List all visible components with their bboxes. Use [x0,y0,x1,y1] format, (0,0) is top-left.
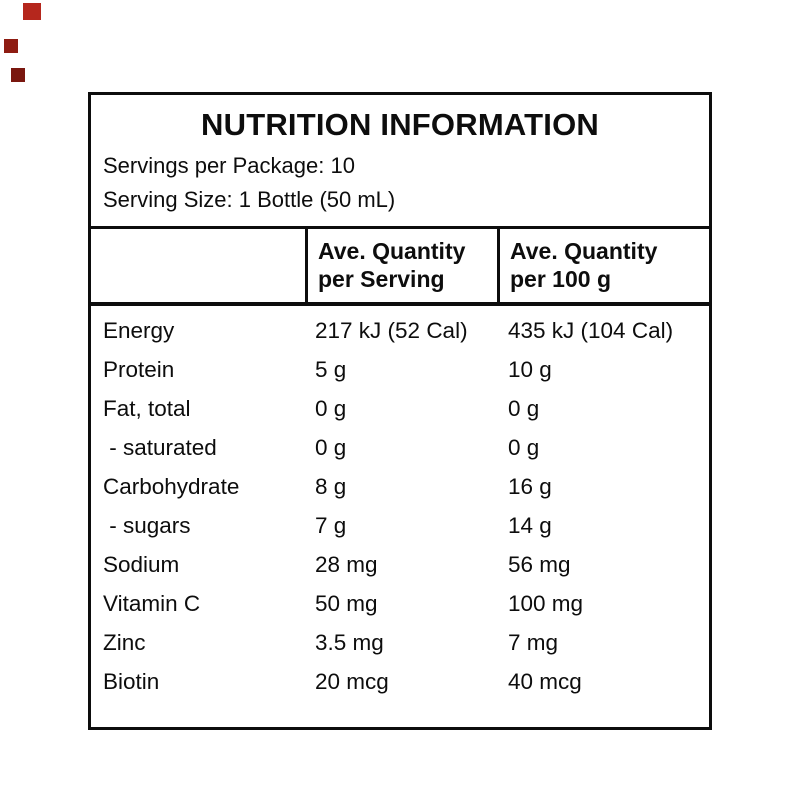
value-per-100g: 7 mg [508,630,559,655]
table-header-row: Ave. Quantity per Serving Ave. Quantity … [91,226,709,306]
column-header-empty [91,229,305,302]
servings-per-package: Servings per Package: 10 [103,153,355,178]
nutrient-name: Protein [103,357,175,382]
red-square-icon [4,39,18,53]
red-square-icon [11,68,25,82]
nutrient-name: Sodium [103,552,180,577]
column-header-line: per 100 g [510,266,611,292]
value-per-100g: 10 g [508,357,552,382]
column-header-line: Ave. Quantity [510,238,658,264]
table-row: Carbohydrate 8 g 16 g [91,467,709,506]
nutrient-name: Energy [103,318,175,343]
serving-size: Serving Size: 1 Bottle (50 mL) [103,187,396,212]
table-row: Protein 5 g 10 g [91,350,709,389]
column-header-per-100g: Ave. Quantity per 100 g [497,229,709,302]
value-per-serving: 0 g [315,435,347,460]
value-per-serving: 8 g [315,474,347,499]
table-row: Sodium 28 mg 56 mg [91,545,709,584]
table-row: Vitamin C 50 mg 100 mg [91,584,709,623]
nutrient-name: Zinc [103,630,146,655]
table-row: Fat, total 0 g 0 g [91,389,709,428]
value-per-100g: 0 g [508,396,540,421]
label-title: NUTRITION INFORMATION [201,107,599,142]
serving-info: Servings per Package: 10 Serving Size: 1… [91,142,709,226]
nutrient-name: - sugars [103,513,191,538]
value-per-100g: 0 g [508,435,540,460]
value-per-100g: 40 mcg [508,669,582,694]
value-per-100g: 16 g [508,474,552,499]
nutrient-name: Carbohydrate [103,474,240,499]
nutrient-name: Fat, total [103,396,191,421]
nutrient-name: Vitamin C [103,591,201,616]
nutrient-name: - saturated [103,435,217,460]
table-row: Energy 217 kJ (52 Cal) 435 kJ (104 Cal) [91,311,709,350]
value-per-serving: 0 g [315,396,347,421]
table-row: Zinc 3.5 mg 7 mg [91,623,709,662]
value-per-serving: 50 mg [315,591,378,616]
value-per-serving: 20 mcg [315,669,389,694]
value-per-serving: 28 mg [315,552,378,577]
value-per-serving: 5 g [315,357,347,382]
value-per-100g: 100 mg [508,591,584,616]
column-header-line: Ave. Quantity [318,238,466,264]
value-per-serving: 3.5 mg [315,630,384,655]
table-row: - saturated 0 g 0 g [91,428,709,467]
value-per-serving: 217 kJ (52 Cal) [315,318,468,343]
value-per-100g: 56 mg [508,552,571,577]
column-header-per-serving: Ave. Quantity per Serving [305,229,497,302]
value-per-100g: 435 kJ (104 Cal) [508,318,674,343]
value-per-serving: 7 g [315,513,347,538]
table-row: Biotin 20 mcg 40 mcg [91,662,709,701]
nutrient-name: Biotin [103,669,160,694]
value-per-100g: 14 g [508,513,552,538]
nutrition-table-body: Energy 217 kJ (52 Cal) 435 kJ (104 Cal) … [91,306,709,701]
red-square-icon [23,3,41,20]
nutrition-label: NUTRITION INFORMATION Servings per Packa… [88,92,712,730]
table-row: - sugars 7 g 14 g [91,506,709,545]
column-header-line: per Serving [318,266,445,292]
